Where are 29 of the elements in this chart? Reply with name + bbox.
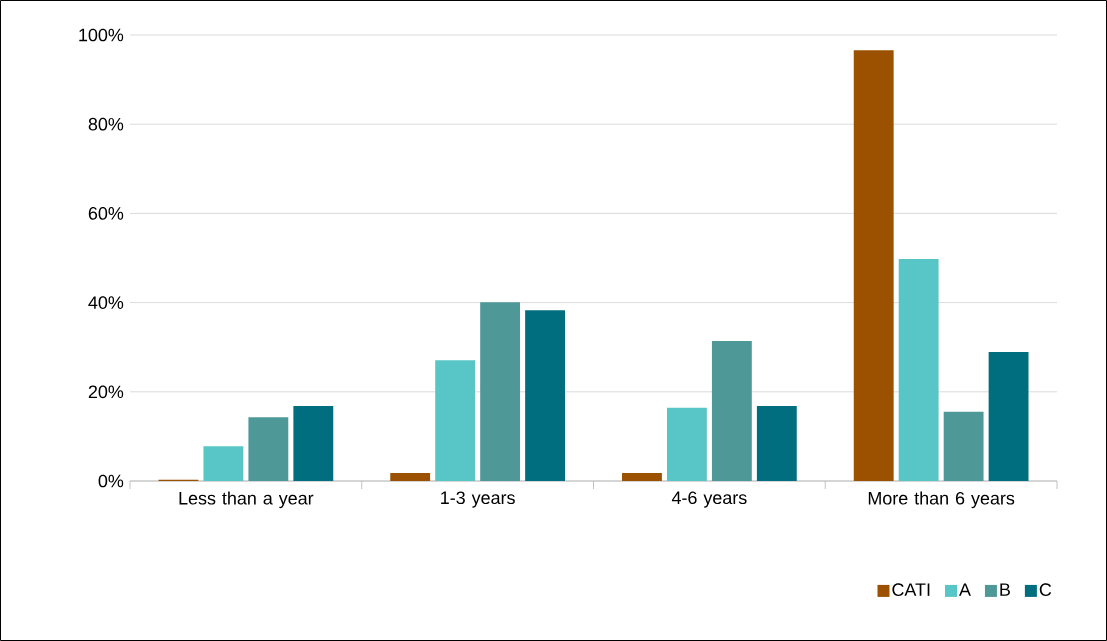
legend-label: CATI (892, 583, 930, 596)
bar (711, 340, 752, 481)
y-tick-label: 0% (98, 474, 124, 488)
bar (622, 472, 662, 481)
bar (666, 407, 707, 481)
bar (756, 406, 797, 481)
x-tick-label: More than 6 years (868, 491, 1015, 509)
bar (898, 258, 939, 481)
legend-label: B (1000, 583, 1010, 596)
y-tick-label: 60% (88, 207, 124, 220)
bar (988, 352, 1029, 481)
x-tick-label: 1-3 years (441, 491, 515, 508)
bar (853, 50, 894, 481)
bar (943, 411, 984, 481)
bar (525, 310, 565, 481)
bar (435, 360, 476, 481)
y-tick-label: 80% (88, 117, 124, 131)
bar (248, 417, 289, 481)
legend-label: C (1039, 583, 1052, 596)
y-tick-label: 20% (88, 385, 124, 399)
y-tick-label: 100% (79, 28, 124, 42)
bar (293, 406, 334, 481)
x-tick-label: 4-6 years (671, 491, 747, 508)
bar (203, 446, 244, 481)
x-tick-label: Less than a year (179, 491, 314, 509)
bar (480, 302, 521, 481)
y-tick-label: 40% (88, 296, 124, 309)
legend-label: A (959, 583, 971, 596)
bar (390, 472, 431, 481)
